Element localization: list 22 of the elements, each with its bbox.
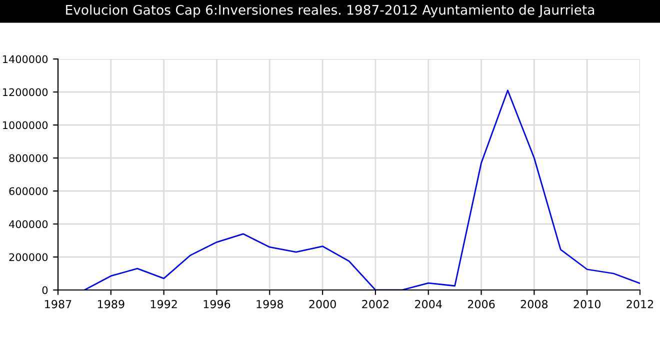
x-tick-label: 1989 — [98, 300, 124, 308]
line-series — [84, 90, 640, 290]
y-tick-label: 800000 — [9, 154, 48, 162]
x-tick-label: 2000 — [309, 300, 336, 308]
y-tick-label: 400000 — [9, 220, 48, 228]
chart-title: Evolucion Gatos Cap 6:Inversiones reales. 1987-2012 Ayuntamiento de Jaurrieta — [66, 4, 594, 18]
x-tick-label: 2002 — [362, 300, 388, 308]
y-tick-label: 1200000 — [3, 88, 48, 96]
x-tick-label: 2004 — [415, 300, 442, 308]
y-tick-label: 600000 — [9, 187, 48, 196]
y-tick-label: 1400000 — [3, 55, 48, 64]
x-tick-label: 1996 — [204, 300, 230, 308]
y-tick-label: 0 — [42, 286, 48, 294]
x-tick-label: 2006 — [468, 300, 495, 308]
x-tick-label: 1992 — [150, 300, 177, 308]
x-tick-label: 1987 — [45, 300, 72, 308]
y-tick-label: 1000000 — [3, 121, 48, 130]
x-tick-label: 2010 — [574, 300, 600, 308]
x-tick-label: 1998 — [256, 300, 284, 308]
x-tick-label: 2008 — [520, 300, 548, 308]
y-tick-label: 200000 — [9, 253, 48, 262]
x-tick-label: 2012 — [626, 300, 654, 308]
